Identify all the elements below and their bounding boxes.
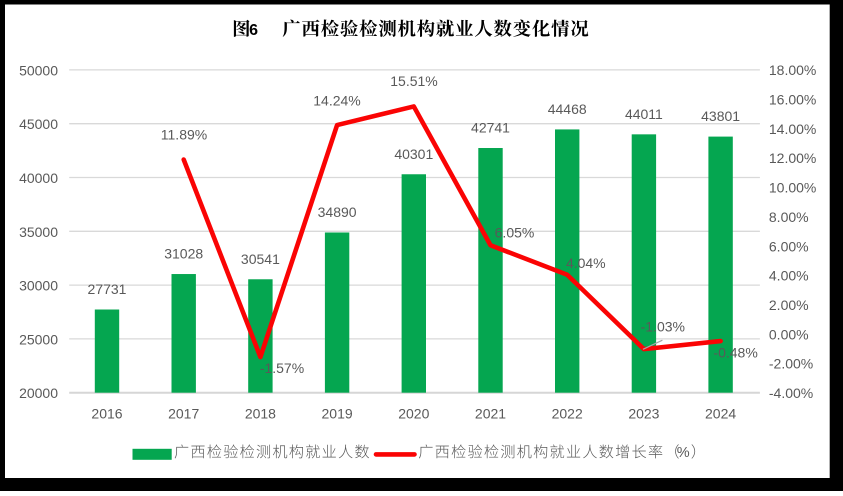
svg-text:34890: 34890 — [318, 204, 357, 220]
svg-text:2017: 2017 — [168, 406, 199, 422]
svg-text:6.00%: 6.00% — [769, 238, 809, 254]
svg-text:15.51%: 15.51% — [390, 73, 437, 89]
svg-text:-4.00%: -4.00% — [769, 385, 813, 401]
svg-text:2022: 2022 — [552, 406, 583, 422]
svg-text:%: % — [677, 445, 690, 461]
svg-text:-1.57%: -1.57% — [260, 360, 304, 376]
svg-text:25000: 25000 — [19, 331, 58, 347]
svg-text:12.00%: 12.00% — [769, 150, 816, 166]
svg-text:-2.00%: -2.00% — [769, 356, 813, 372]
svg-text:43801: 43801 — [701, 108, 740, 124]
svg-text:4.00%: 4.00% — [769, 268, 809, 284]
svg-text:2019: 2019 — [322, 406, 353, 422]
svg-text:0.00%: 0.00% — [769, 326, 809, 342]
svg-text:14.24%: 14.24% — [313, 93, 360, 109]
svg-text:30000: 30000 — [19, 278, 58, 294]
svg-text:27731: 27731 — [88, 281, 127, 297]
svg-text:10.00%: 10.00% — [769, 180, 816, 196]
svg-text:6: 6 — [249, 22, 258, 39]
svg-text:18.00%: 18.00% — [769, 62, 816, 78]
svg-text:2016: 2016 — [91, 406, 122, 422]
svg-text:2023: 2023 — [628, 406, 659, 422]
svg-text:2.00%: 2.00% — [769, 297, 809, 313]
svg-text:2021: 2021 — [475, 406, 506, 422]
svg-text:35000: 35000 — [19, 224, 58, 240]
svg-text:8.00%: 8.00% — [769, 209, 809, 225]
svg-text:4.04%: 4.04% — [566, 255, 606, 271]
svg-text:11.89%: 11.89% — [161, 127, 207, 143]
svg-text:-0.48%: -0.48% — [713, 344, 757, 360]
svg-text:30541: 30541 — [241, 251, 280, 267]
svg-text:6.05%: 6.05% — [495, 225, 535, 241]
svg-text:16.00%: 16.00% — [769, 92, 816, 108]
svg-text:20000: 20000 — [19, 385, 58, 401]
svg-text:42741: 42741 — [471, 120, 510, 136]
svg-text:-1.03%: -1.03% — [641, 319, 685, 335]
svg-text:50000: 50000 — [19, 62, 58, 78]
svg-text:14.00%: 14.00% — [769, 121, 816, 137]
svg-text:31028: 31028 — [164, 246, 203, 262]
svg-text:40000: 40000 — [19, 170, 58, 186]
svg-text:2018: 2018 — [245, 406, 276, 422]
svg-text:2024: 2024 — [705, 406, 736, 422]
svg-text:40301: 40301 — [394, 146, 433, 162]
svg-text:2020: 2020 — [398, 406, 429, 422]
svg-text:45000: 45000 — [19, 116, 58, 132]
svg-text:44011: 44011 — [625, 106, 663, 122]
svg-text:44468: 44468 — [548, 101, 587, 117]
